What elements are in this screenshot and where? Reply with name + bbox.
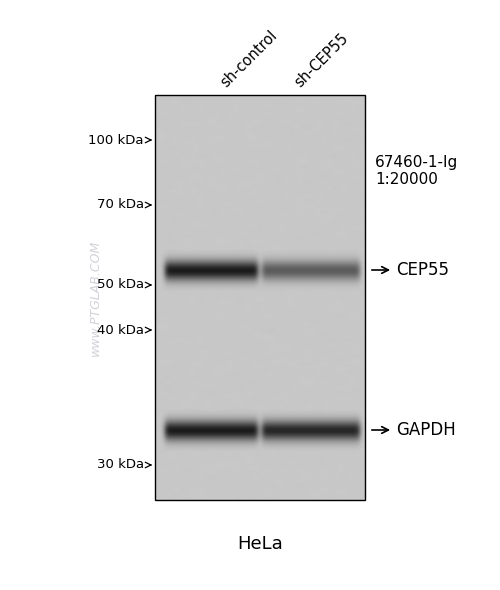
Text: 67460-1-Ig
1:20000: 67460-1-Ig 1:20000 xyxy=(375,155,458,188)
Bar xyxy=(155,95,365,500)
Text: 30 kDa: 30 kDa xyxy=(97,458,144,471)
Text: CEP55: CEP55 xyxy=(396,261,449,279)
Text: sh-CEP55: sh-CEP55 xyxy=(292,31,351,90)
Text: 40 kDa: 40 kDa xyxy=(97,323,144,336)
Text: GAPDH: GAPDH xyxy=(396,421,456,439)
Text: sh-control: sh-control xyxy=(218,28,280,90)
Text: www.PTGLAB.COM: www.PTGLAB.COM xyxy=(88,240,102,356)
Text: 70 kDa: 70 kDa xyxy=(97,198,144,211)
Text: 100 kDa: 100 kDa xyxy=(88,133,144,146)
Text: 50 kDa: 50 kDa xyxy=(97,278,144,291)
Text: HeLa: HeLa xyxy=(237,535,283,553)
